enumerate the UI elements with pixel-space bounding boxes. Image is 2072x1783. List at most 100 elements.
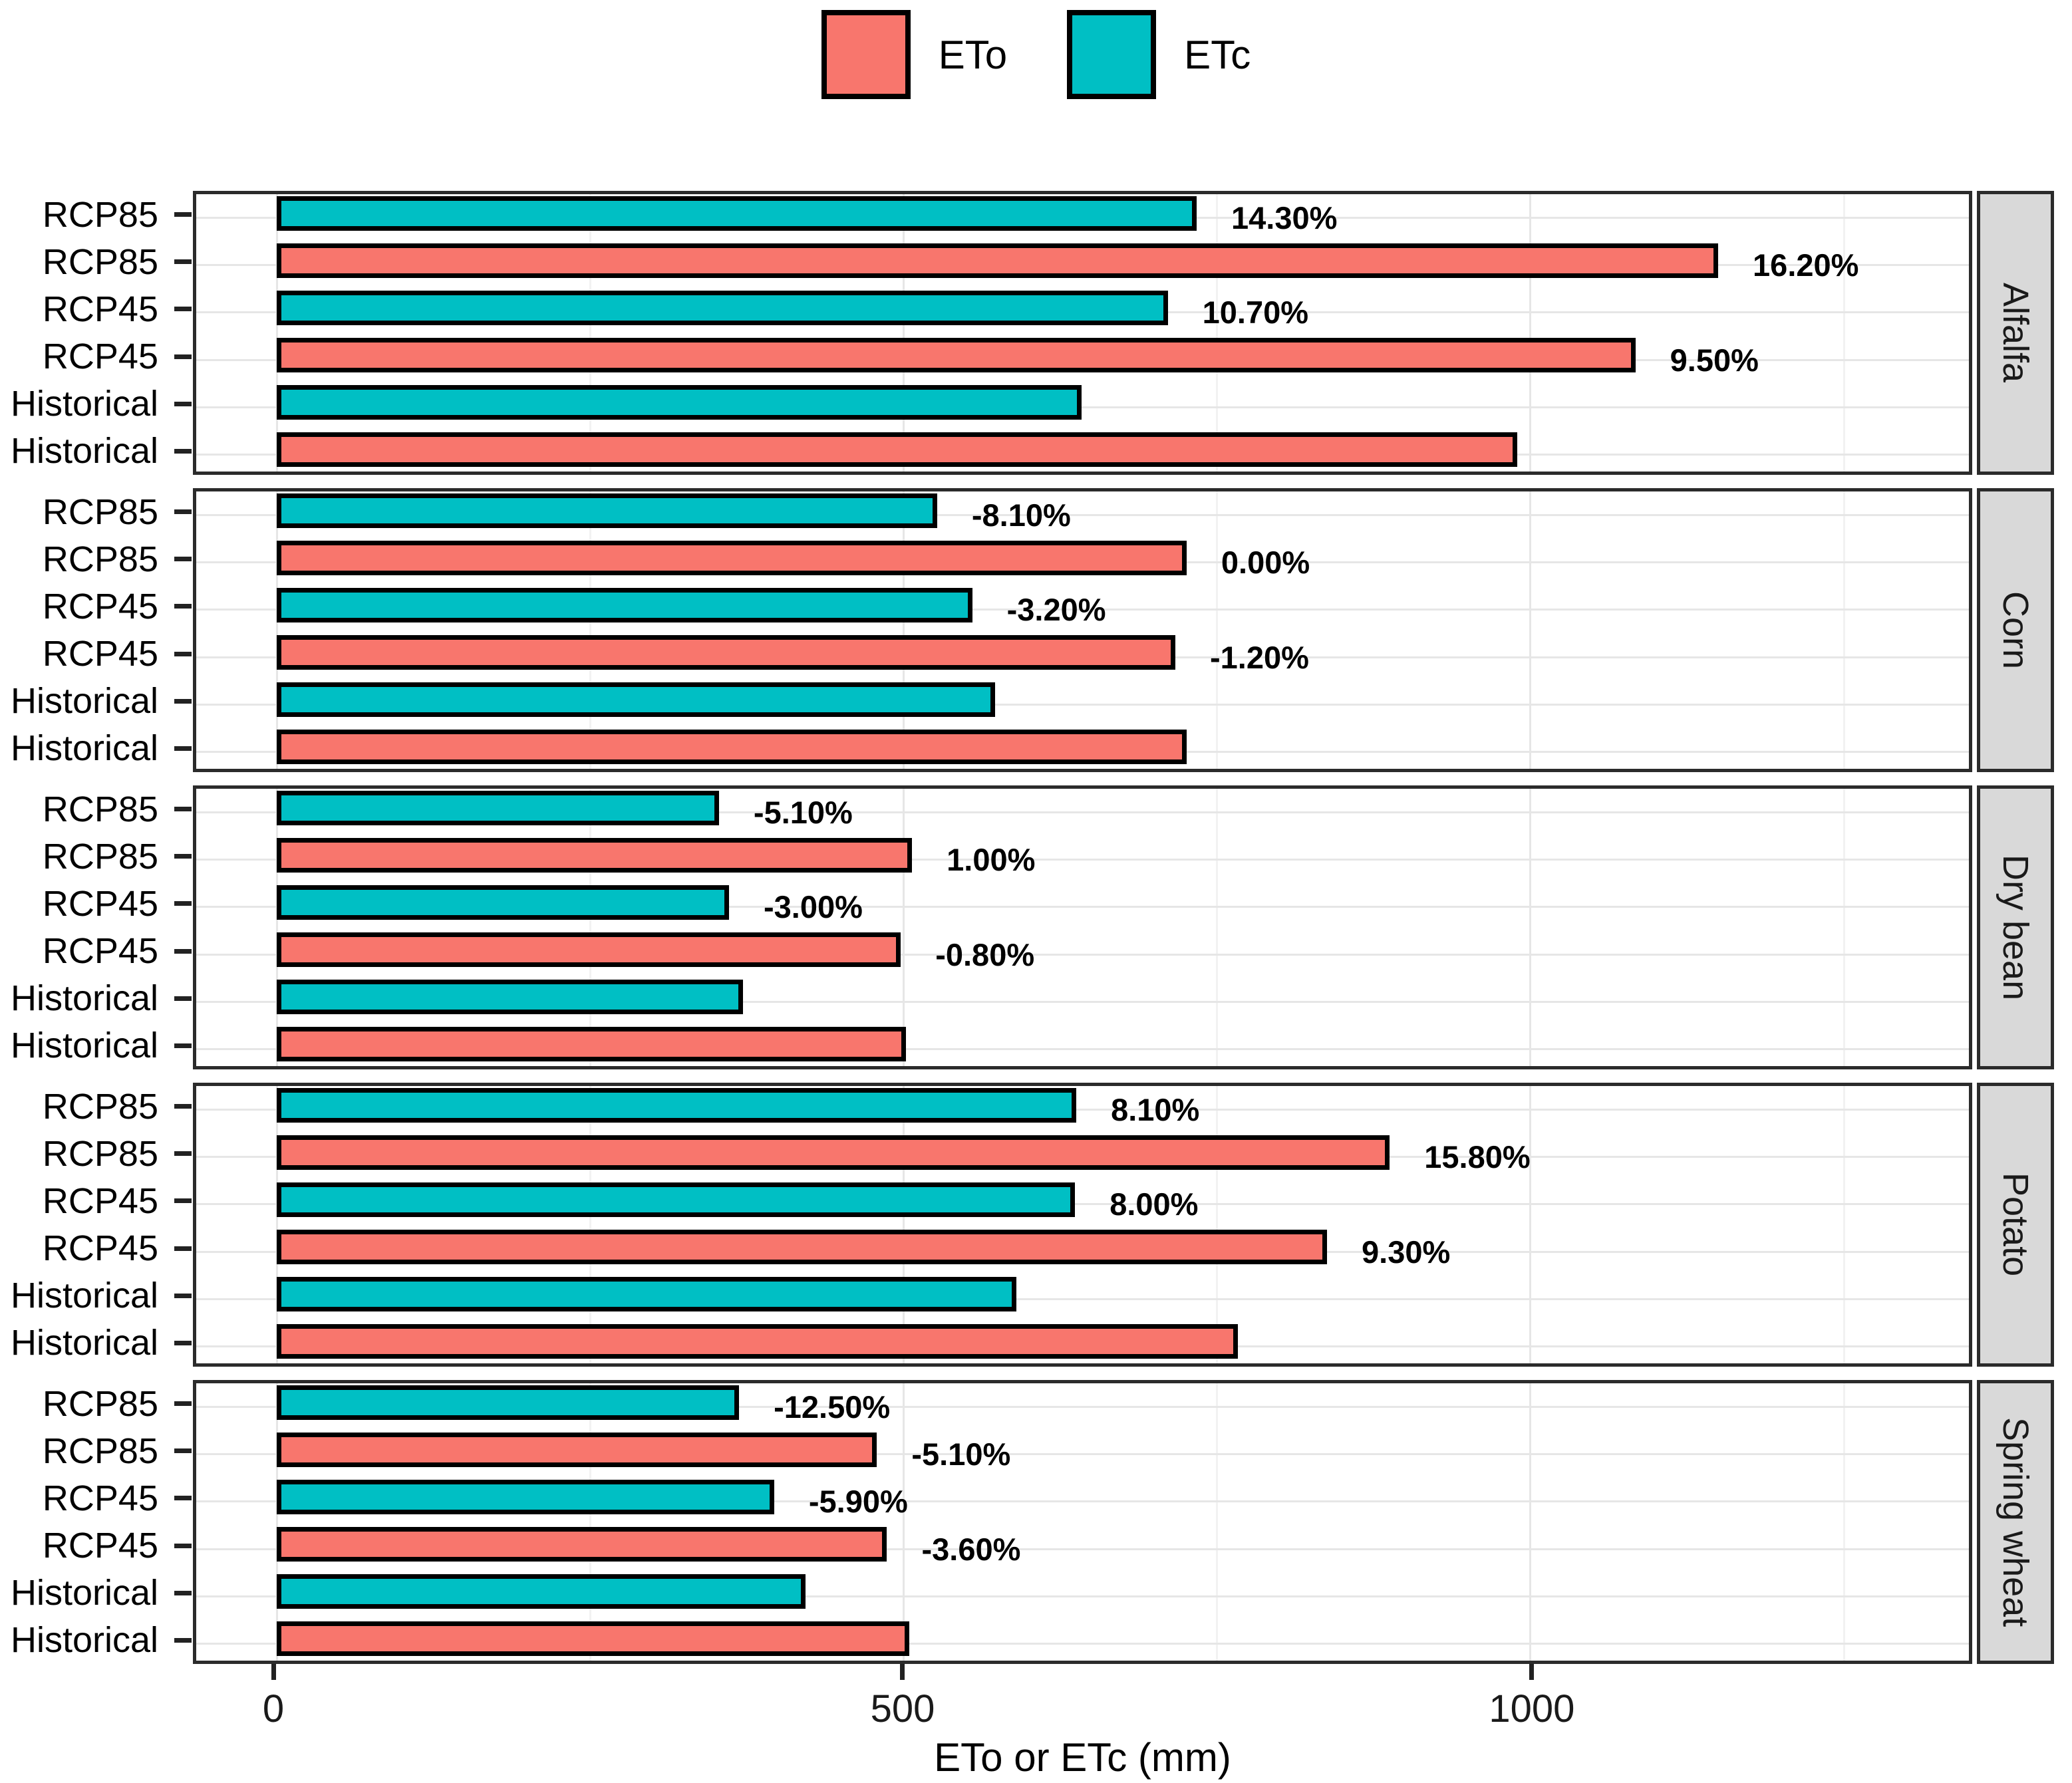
y-axis-label-dry-bean-0: RCP85 bbox=[42, 789, 158, 829]
y-axis-label-alfalfa-2: RCP45 bbox=[42, 289, 158, 329]
x-tick-label-0: 0 bbox=[262, 1687, 285, 1730]
bar-value-label: 9.50% bbox=[1670, 342, 1759, 378]
gridline-minor bbox=[589, 789, 591, 1066]
y-tick-mark bbox=[174, 1496, 192, 1501]
facet-dry-bean: RCP85 RCP85 RCP45 RCP45 Historical Historical… bbox=[0, 785, 2072, 1069]
gridline-horizontal bbox=[196, 703, 1969, 706]
y-tick-mark bbox=[174, 448, 192, 454]
bar-corn-rcp45-eto bbox=[276, 635, 1175, 670]
gridline-minor bbox=[589, 1086, 591, 1363]
facet-strip-label-spring-wheat: Spring wheat bbox=[1996, 1417, 2035, 1627]
y-axis-label-alfalfa-5: Historical bbox=[10, 431, 158, 472]
gridline-major bbox=[902, 194, 905, 472]
y-tick-mark bbox=[174, 698, 192, 704]
y-tick-mark bbox=[174, 746, 192, 751]
facet-strip-potato: Potato bbox=[1977, 1083, 2054, 1367]
gridline-minor bbox=[1843, 491, 1845, 769]
gridline-horizontal bbox=[196, 906, 1969, 908]
legend-item-etc: ETc bbox=[1067, 10, 1251, 99]
bar-alfalfa-historical-eto bbox=[276, 432, 1518, 468]
y-tick-mark bbox=[174, 948, 192, 954]
bar-potato-rcp85-eto bbox=[276, 1135, 1390, 1170]
x-tick-label-1000: 1000 bbox=[1489, 1687, 1575, 1730]
bar-value-label: -12.50% bbox=[774, 1389, 891, 1425]
gridline-horizontal bbox=[196, 1047, 1969, 1050]
bar-dry-bean-historical-eto bbox=[276, 1027, 906, 1062]
gridline-horizontal bbox=[196, 514, 1969, 517]
gridline-major bbox=[275, 194, 278, 472]
gridline-horizontal bbox=[196, 609, 1969, 611]
bar-corn-historical-eto bbox=[276, 730, 1187, 765]
bar-alfalfa-rcp85-eto bbox=[276, 243, 1719, 278]
bar-spring-wheat-historical-eto bbox=[276, 1621, 910, 1657]
bar-potato-historical-etc bbox=[276, 1277, 1016, 1312]
y-tick-mark bbox=[174, 259, 192, 265]
bar-spring-wheat-rcp85-etc bbox=[276, 1385, 740, 1420]
facet-strip-label-corn: Corn bbox=[1996, 591, 2035, 670]
gridline-minor bbox=[1216, 1383, 1219, 1661]
y-axis-label-corn-2: RCP45 bbox=[42, 586, 158, 626]
gridline-major bbox=[275, 789, 278, 1066]
y-tick-mark bbox=[174, 901, 192, 906]
gridline-major bbox=[275, 1086, 278, 1363]
bar-value-label: -8.10% bbox=[971, 497, 1071, 533]
legend: ETo ETc bbox=[0, 8, 2072, 101]
bar-corn-rcp45-etc bbox=[276, 587, 972, 622]
gridline-minor bbox=[1843, 1383, 1845, 1661]
y-axis-label-potato-0: RCP85 bbox=[42, 1086, 158, 1127]
bar-potato-rcp85-etc bbox=[276, 1087, 1077, 1123]
y-axis-label-dry-bean-4: Historical bbox=[10, 978, 158, 1019]
bar-potato-rcp45-eto bbox=[276, 1230, 1327, 1265]
facet-strip-label-potato: Potato bbox=[1996, 1172, 2035, 1277]
gridline-major bbox=[1529, 194, 1532, 472]
bar-value-label: 10.70% bbox=[1202, 295, 1309, 331]
bar-value-label: -3.00% bbox=[764, 889, 863, 925]
gridline-major bbox=[902, 491, 905, 769]
gridline-major bbox=[902, 1086, 905, 1363]
y-axis-label-spring-wheat-5: Historical bbox=[10, 1620, 158, 1661]
facet-alfalfa: RCP85 RCP85 RCP45 RCP45 Historical Historical… bbox=[0, 191, 2072, 475]
facet-panel-dry-bean: -5.10% 1.00% -3.00% -0.80% bbox=[193, 785, 1972, 1069]
gridline-major bbox=[1529, 789, 1532, 1066]
y-tick-mark bbox=[174, 557, 192, 562]
bar-value-label: -3.20% bbox=[1006, 592, 1106, 628]
bar-alfalfa-rcp85-etc bbox=[276, 196, 1197, 231]
eto-color-swatch bbox=[821, 10, 911, 99]
gridline-horizontal bbox=[196, 1453, 1969, 1456]
bar-value-label: 9.30% bbox=[1362, 1234, 1451, 1270]
facet-strip-label-dry-bean: Dry bean bbox=[1996, 854, 2035, 1001]
gridline-major bbox=[1529, 491, 1532, 769]
bar-value-label: 1.00% bbox=[947, 842, 1036, 878]
y-axis-label-potato-5: Historical bbox=[10, 1323, 158, 1363]
y-axis-label-corn-3: RCP45 bbox=[42, 634, 158, 674]
bar-spring-wheat-rcp45-eto bbox=[276, 1527, 887, 1562]
bar-spring-wheat-rcp85-eto bbox=[276, 1432, 877, 1467]
facet-panel-alfalfa: 14.30% 16.20% 10.70% 9.50% bbox=[193, 191, 1972, 475]
gridline-horizontal bbox=[196, 811, 1969, 814]
facet-corn: RCP85 RCP85 RCP45 RCP45 Historical Historical… bbox=[0, 488, 2072, 772]
y-axis-label-potato-4: Historical bbox=[10, 1276, 158, 1316]
legend-item-eto: ETo bbox=[821, 10, 1007, 99]
gridline-minor bbox=[1216, 491, 1219, 769]
y-axis-label-spring-wheat-3: RCP45 bbox=[42, 1526, 158, 1566]
gridline-horizontal bbox=[196, 859, 1969, 861]
gridline-horizontal bbox=[196, 1203, 1969, 1206]
y-axis-label-potato-3: RCP45 bbox=[42, 1228, 158, 1269]
y-tick-mark bbox=[174, 604, 192, 609]
gridline-major bbox=[902, 789, 905, 1066]
y-axis-label-spring-wheat-4: Historical bbox=[10, 1573, 158, 1613]
y-tick-mark bbox=[174, 307, 192, 312]
x-tick-label-500: 500 bbox=[870, 1687, 935, 1730]
y-tick-mark bbox=[174, 807, 192, 812]
bar-value-label: -3.60% bbox=[921, 1531, 1021, 1567]
bar-value-label: 8.10% bbox=[1111, 1092, 1200, 1128]
bar-value-label: -5.10% bbox=[753, 795, 853, 831]
y-tick-mark bbox=[174, 1448, 192, 1454]
gridline-minor bbox=[589, 1383, 591, 1661]
y-tick-mark bbox=[174, 1637, 192, 1643]
facet-strip-corn: Corn bbox=[1977, 488, 2054, 772]
y-axis-label-corn-5: Historical bbox=[10, 728, 158, 769]
gridline-major bbox=[902, 1383, 905, 1661]
gridline-minor bbox=[589, 194, 591, 472]
